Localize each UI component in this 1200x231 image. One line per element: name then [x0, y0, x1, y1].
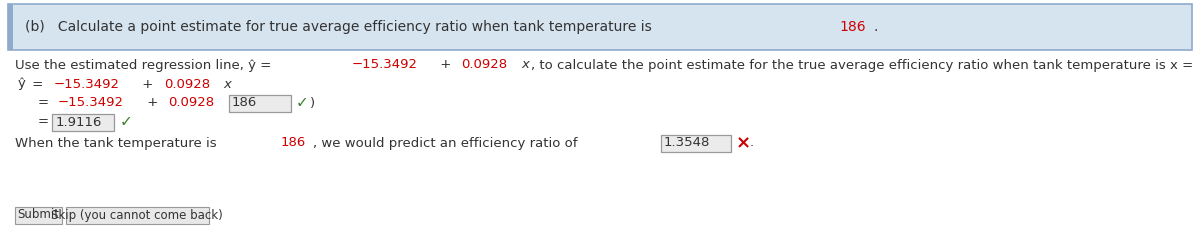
- Text: ✓: ✓: [295, 95, 308, 110]
- Text: +: +: [138, 77, 158, 91]
- Text: 1.3548: 1.3548: [664, 137, 710, 149]
- Text: −15.3492: −15.3492: [352, 58, 418, 72]
- FancyBboxPatch shape: [228, 94, 290, 112]
- Text: 1.9116: 1.9116: [56, 116, 102, 128]
- Text: −15.3492: −15.3492: [53, 77, 119, 91]
- Text: =: =: [38, 116, 49, 128]
- Text: 0.0928: 0.0928: [462, 58, 508, 72]
- Text: =: =: [38, 97, 53, 109]
- Text: =: =: [28, 77, 48, 91]
- Text: , to calculate the point estimate for the true average efficiency ratio when tan: , to calculate the point estimate for th…: [532, 58, 1198, 72]
- Text: ): ): [310, 97, 314, 109]
- FancyBboxPatch shape: [14, 207, 62, 224]
- FancyBboxPatch shape: [8, 4, 1192, 50]
- Text: +: +: [143, 97, 162, 109]
- Text: , we would predict an efficiency ratio of: , we would predict an efficiency ratio o…: [313, 137, 582, 149]
- Text: 0.0928: 0.0928: [168, 97, 214, 109]
- Text: −15.3492: −15.3492: [58, 97, 124, 109]
- Text: .: .: [874, 20, 878, 34]
- Text: Submit: Submit: [17, 209, 59, 222]
- Text: x: x: [521, 58, 529, 72]
- Text: 186: 186: [839, 20, 866, 34]
- Text: ×: ×: [736, 134, 751, 152]
- FancyBboxPatch shape: [66, 207, 209, 224]
- Text: ŷ: ŷ: [18, 77, 26, 91]
- Text: (b)   Calculate a point estimate for true average efficiency ratio when tank tem: (b) Calculate a point estimate for true …: [25, 20, 656, 34]
- Text: .: .: [750, 137, 754, 149]
- Text: When the tank temperature is: When the tank temperature is: [14, 137, 221, 149]
- Text: Skip (you cannot come back): Skip (you cannot come back): [52, 209, 223, 222]
- Text: +: +: [437, 58, 456, 72]
- Text: 186: 186: [281, 137, 306, 149]
- FancyBboxPatch shape: [8, 4, 13, 50]
- Text: Use the estimated regression line, ŷ =: Use the estimated regression line, ŷ =: [14, 58, 276, 72]
- Text: ✓: ✓: [120, 115, 133, 130]
- FancyBboxPatch shape: [661, 134, 731, 152]
- Text: 0.0928: 0.0928: [163, 77, 210, 91]
- Text: x: x: [223, 77, 232, 91]
- Text: 186: 186: [232, 97, 257, 109]
- FancyBboxPatch shape: [52, 113, 114, 131]
